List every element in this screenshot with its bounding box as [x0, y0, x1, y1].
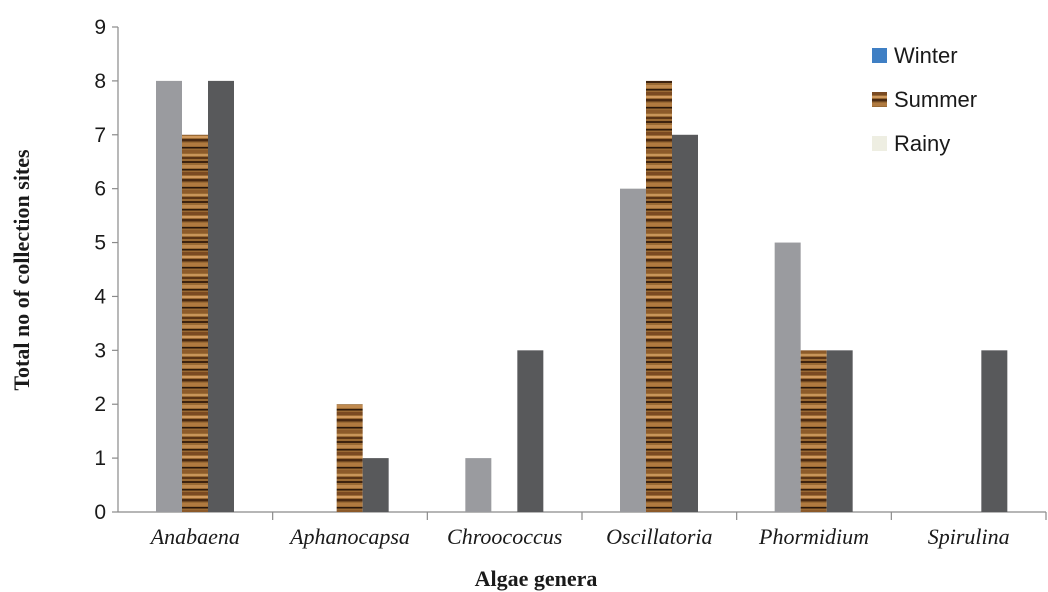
bar-winter-chroococcus — [465, 458, 492, 512]
y-tick-label: 6 — [94, 178, 106, 201]
y-tick-label: 3 — [94, 339, 106, 362]
x-category-label: Anabaena — [149, 524, 240, 549]
bar-summer-aphanocapsa — [336, 404, 363, 512]
bar-rainy-phormidium — [826, 350, 853, 512]
y-tick-label: 7 — [94, 124, 106, 147]
legend-label-summer: Summer — [894, 87, 977, 112]
bar-rainy-chroococcus — [517, 350, 544, 512]
y-tick-label: 1 — [94, 447, 106, 470]
x-category-label: Aphanocapsa — [288, 524, 410, 549]
bar-rainy-aphanocapsa — [362, 458, 389, 512]
y-axis-ticks: 0 1 2 3 4 5 6 7 8 9 — [94, 16, 118, 524]
x-category-label: Chroococcus — [447, 524, 562, 549]
y-tick-label: 9 — [94, 16, 106, 39]
bar-winter-oscillatoria — [620, 188, 646, 512]
legend-swatch-rainy — [872, 136, 887, 151]
legend-swatch-summer — [872, 92, 887, 107]
x-category-label: Spirulina — [928, 524, 1010, 549]
bar-summer-anabaena — [182, 134, 208, 512]
bar-winter-anabaena — [156, 80, 182, 512]
bar-winter-phormidium — [774, 242, 801, 513]
bar-summer-oscillatoria — [646, 80, 672, 512]
y-tick-label: 0 — [94, 501, 106, 524]
category-labels: Anabaena Aphanocapsa Chroococcus Oscillator… — [149, 524, 1010, 549]
legend-label-rainy: Rainy — [894, 131, 950, 156]
legend-swatch-winter — [872, 48, 887, 63]
bar-rainy-spirulina — [981, 350, 1008, 512]
y-axis-title: Total no of collection sites — [9, 149, 34, 391]
x-category-label: Oscillatoria — [606, 524, 712, 549]
y-tick-label: 4 — [94, 285, 106, 308]
y-tick-label: 8 — [94, 70, 106, 93]
bar-rainy-anabaena — [208, 80, 234, 512]
bars — [156, 80, 1008, 513]
bar-rainy-oscillatoria — [672, 134, 698, 512]
x-category-label: Phormidium — [758, 524, 869, 549]
y-tick-label: 5 — [94, 232, 106, 255]
x-axis-title: Algae genera — [475, 566, 598, 591]
x-axis-ticks — [272, 512, 1047, 520]
legend: Winter Summer Rainy — [872, 43, 977, 156]
y-tick-label: 2 — [94, 393, 106, 416]
bar-summer-phormidium — [800, 350, 827, 512]
legend-label-winter: Winter — [894, 43, 958, 68]
